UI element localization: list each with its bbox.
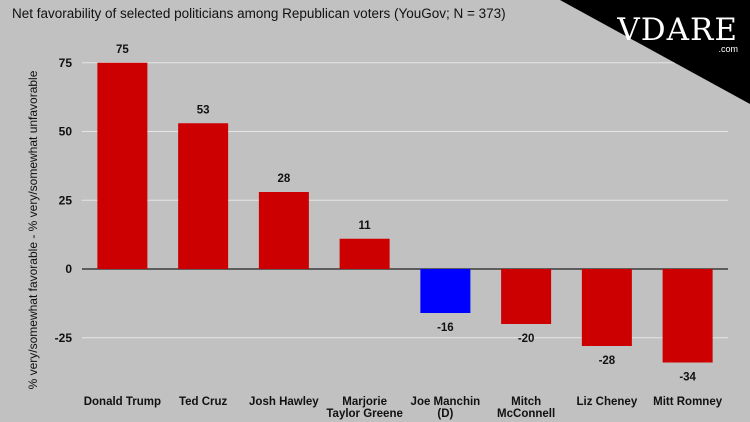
bars [97,62,713,363]
logo-wordmark: VDARE [617,12,738,48]
value-labels: 75 53 28 11 -16 -20 -28 -34 [116,44,697,384]
bar [258,192,309,269]
x-tick-label: Mitch [511,396,541,408]
value-label: -20 [518,333,535,345]
bar [339,238,390,269]
x-tick-label: Donald Trump [84,396,161,408]
x-tick-label: Josh Hawley [249,396,319,408]
y-axis-label: % very/somewhat favorable - % very/somew… [26,70,40,390]
value-label: -16 [437,322,454,334]
x-tick-label: Joe Manchin [411,396,481,408]
x-tick-label: Taylor Greene [326,408,403,420]
y-tick-label: 75 [59,56,73,70]
x-tick-label: Marjorie [342,396,387,408]
x-tick-labels: Donald Trump Ted Cruz Josh Hawley MarjorieT… [84,396,723,420]
x-tick-label: (D) [437,408,453,420]
y-tick-label: 25 [59,193,73,207]
value-label: 75 [116,44,129,56]
value-label: 53 [197,104,210,116]
bar [97,62,148,269]
y-tick-labels: 75 50 25 0 -25 [55,56,73,345]
x-tick-label: Liz Cheney [577,396,638,408]
value-label: -34 [679,372,696,384]
bar [581,269,632,346]
bar [501,269,552,324]
y-tick-label: -25 [55,331,73,345]
value-label: -28 [599,355,616,367]
y-tick-label: 50 [59,125,73,139]
y-tick-label: 0 [65,262,72,276]
x-tick-label: Ted Cruz [179,396,228,408]
value-label: 11 [359,220,372,232]
logo-domain: .com [718,44,738,54]
chart-title: Net favorability of selected politicians… [12,6,506,21]
bar [178,123,229,269]
x-tick-label: McConnell [497,408,555,420]
x-tick-label: Mitt Romney [653,396,723,408]
vdare-logo: VDARE .com [614,14,738,54]
logo-corner-triangle [560,0,750,104]
value-label: 28 [277,173,290,185]
bar [420,269,471,313]
bar [662,269,713,363]
